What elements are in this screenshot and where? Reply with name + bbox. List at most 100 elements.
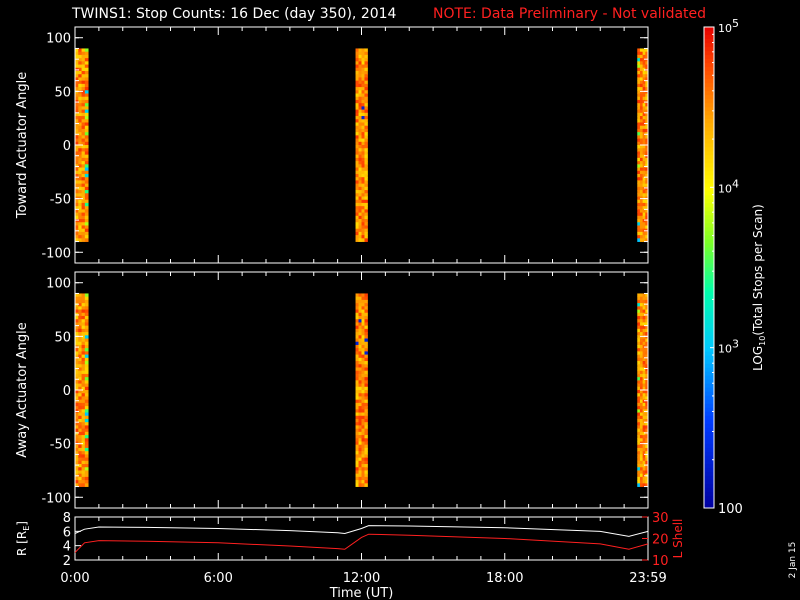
heatmap-cell [645,402,649,407]
heatmap-cell [78,132,82,136]
heatmap-cell [84,306,89,310]
heatmap-cell [361,103,365,107]
heatmap-cell [84,99,89,104]
heatmap-cell [645,393,649,397]
heatmap-cell [358,238,362,242]
heatmap-cell [361,145,365,149]
heatmap-cell [645,380,649,384]
heatmap-cell [78,128,82,133]
heatmap-cell [355,128,359,133]
heatmap-cell [361,164,365,168]
heatmap-cell [355,83,359,88]
heatmap-cell [645,148,649,152]
heatmap-cell [358,341,362,346]
heatmap-cell [639,231,644,236]
heatmap-cell [364,106,368,110]
heatmap-cell [84,393,89,397]
heatmap-cell [642,467,646,471]
heatmap-cell [361,212,365,217]
heatmap-cell [364,58,368,62]
heatmap-cell [81,380,86,384]
heatmap-cell [639,335,644,339]
heatmap-cell [637,77,641,82]
heatmap-cell [75,183,79,188]
colorbar-cell [704,351,714,357]
heatmap-cell [361,396,365,401]
heatmap-cell [645,444,649,449]
colorbar-cell [704,495,714,501]
heatmap-cell [364,161,368,165]
heatmap-cell [81,332,86,336]
heatmap-cell [364,109,368,114]
heatmap-cell [81,228,86,233]
heatmap-cell [358,293,362,298]
heatmap-cell [75,393,79,397]
colorbar-cell [704,247,714,252]
colorbar-cell [704,119,714,124]
heatmap-cell [637,225,641,230]
heatmap-cell [75,190,79,194]
heatmap-cell [78,299,82,304]
heatmap-cell [84,344,89,349]
heatmap-cell [355,393,359,397]
heatmap-cell [364,418,368,423]
heatmap-cell [642,170,646,175]
heatmap-cell [645,206,649,210]
heatmap-cell [75,170,79,175]
heatmap-cell [81,135,86,139]
heatmap-cell [81,48,86,53]
colorbar-cell [704,447,714,453]
heatmap-cell [355,441,359,446]
heatmap-cell [364,167,368,172]
heatmap-cell [642,183,646,188]
heatmap-cell [637,467,641,471]
heatmap-cell [639,96,644,101]
heatmap-cell [355,119,359,123]
heatmap-cell [642,222,646,226]
heatmap-cell [639,377,644,381]
heatmap-cell [361,183,365,188]
heatmap-cell [639,99,644,104]
heatmap-cell [81,183,86,188]
heatmap-cell [78,341,82,346]
colorbar-label: LOG10(Total Stops per Scan) [751,204,767,371]
heatmap-cell [639,148,644,152]
heatmap-cell [81,373,86,378]
heatmap-cell [84,451,89,455]
heatmap-cell [81,112,86,117]
heatmap-cell [81,209,86,213]
heatmap-cell [639,303,644,307]
heatmap-cell [358,306,362,310]
colorbar-cell [704,415,714,421]
heatmap-cell [639,145,644,149]
colorbar-cell [704,139,714,144]
heatmap-cell [78,199,82,204]
heatmap-cell [645,157,649,162]
heatmap-cell [355,370,359,375]
heatmap-cell [358,170,362,175]
heatmap-cell [358,357,362,362]
heatmap-cell [639,177,644,181]
heatmap-cell [642,58,646,62]
colorbar-cell [704,427,714,433]
heatmap-cell [637,128,641,133]
heatmap-cell [81,125,86,130]
heatmap-cell [84,128,89,133]
heatmap-cell [639,351,644,355]
colorbar-cell [704,103,714,108]
heatmap-cell [84,415,89,420]
heatmap-cell [645,431,649,436]
heatmap-cell [639,390,644,394]
heatmap-cell [639,83,644,88]
heatmap-cell [81,61,86,65]
heatmap-cell [637,386,641,391]
heatmap-cell [84,428,89,433]
heatmap-cell [81,141,86,146]
heatmap-cell [639,325,644,330]
heatmap-cell [639,402,644,407]
heatmap-cell [637,457,641,462]
heatmap-cell [361,48,365,53]
heatmap-cell [645,447,649,452]
heatmap-cell [637,383,641,388]
heatmap-cell [637,231,641,236]
